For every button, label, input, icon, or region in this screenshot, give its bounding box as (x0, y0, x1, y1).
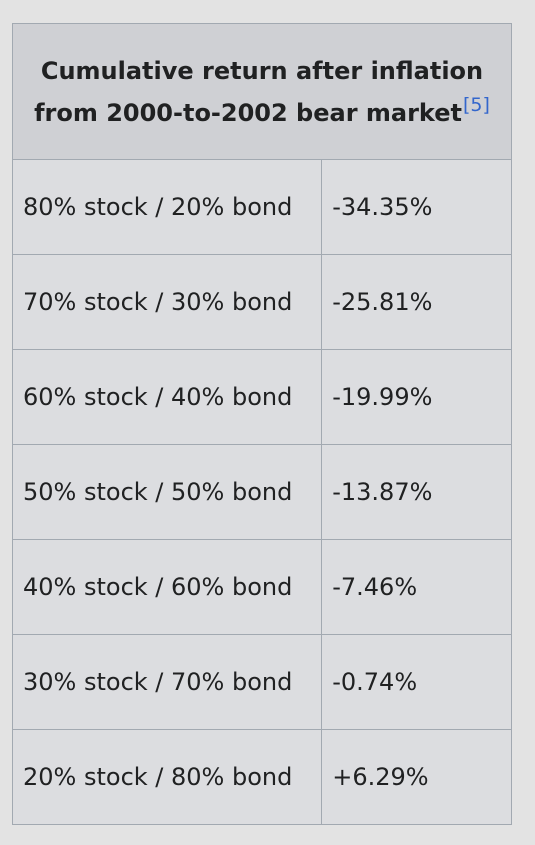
returns-table-container: Cumulative return after inflation from 2… (11, 23, 512, 825)
allocation-cell: 20% stock / 80% bond (11, 729, 323, 825)
table-row: 60% stock / 40% bond -19.99% (11, 349, 512, 445)
allocation-cell: 70% stock / 30% bond (11, 254, 323, 350)
table-row: 40% stock / 60% bond -7.46% (11, 539, 512, 635)
return-cell: -7.46% (321, 539, 512, 635)
return-cell: -0.74% (321, 634, 512, 730)
table-row: 30% stock / 70% bond -0.74% (11, 634, 512, 730)
return-cell: -34.35% (321, 159, 512, 255)
return-cell: +6.29% (321, 729, 512, 825)
header-row: Cumulative return after inflation from 2… (12, 23, 512, 160)
table-header: Cumulative return after inflation from 2… (12, 23, 512, 160)
table-row: 80% stock / 20% bond -34.35% (11, 159, 512, 255)
table-row: 20% stock / 80% bond +6.29% (11, 729, 512, 825)
allocation-cell: 60% stock / 40% bond (11, 349, 323, 445)
return-cell: -13.87% (321, 444, 512, 540)
allocation-cell: 50% stock / 50% bond (11, 444, 323, 540)
allocation-cell: 80% stock / 20% bond (11, 159, 323, 255)
table-title: Cumulative return after inflation from 2… (34, 56, 484, 127)
allocation-cell: 30% stock / 70% bond (11, 634, 323, 730)
return-cell: -19.99% (321, 349, 512, 445)
return-cell: -25.81% (321, 254, 512, 350)
returns-table: Cumulative return after inflation from 2… (11, 23, 512, 825)
citation-link[interactable]: [5] (463, 93, 490, 116)
table-row: 50% stock / 50% bond -13.87% (11, 444, 512, 540)
allocation-cell: 40% stock / 60% bond (11, 539, 323, 635)
table-row: 70% stock / 30% bond -25.81% (11, 254, 512, 350)
